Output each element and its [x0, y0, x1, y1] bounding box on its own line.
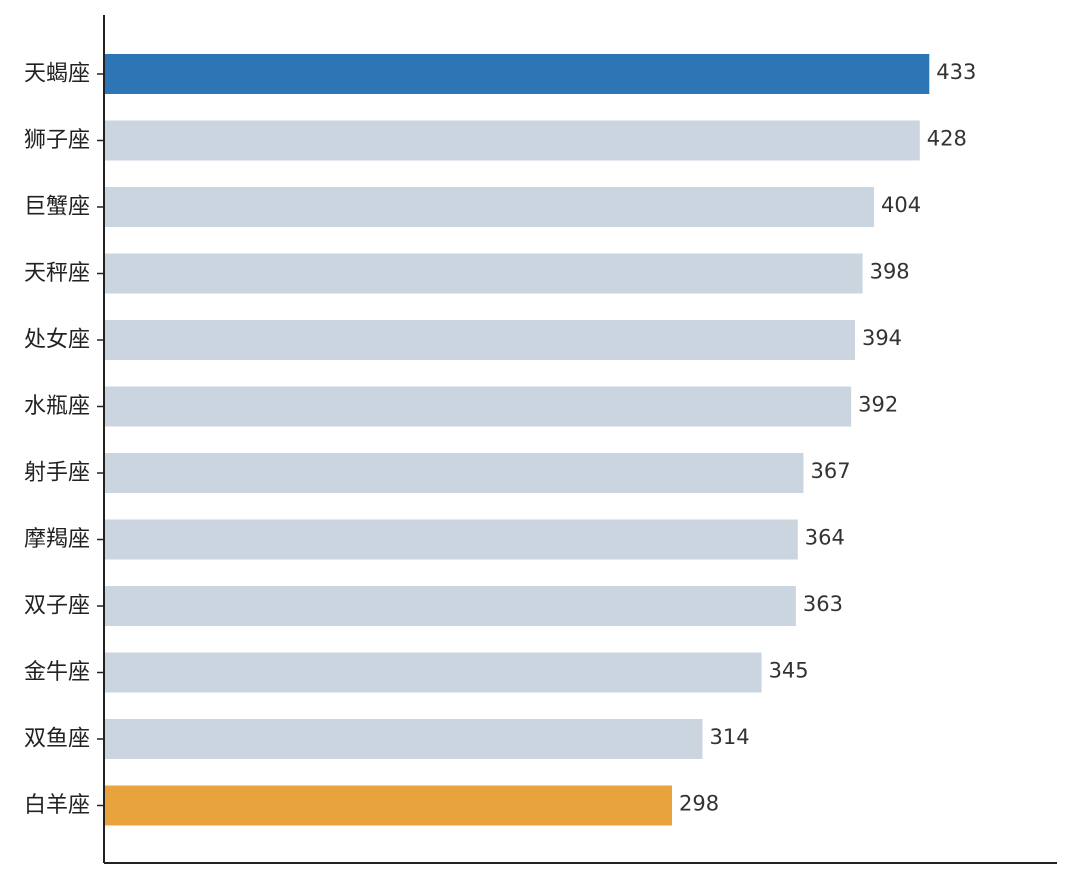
value-label-8: 363	[803, 592, 843, 616]
bar-11	[104, 785, 672, 826]
bar-2	[104, 187, 875, 227]
category-label-10: 双鱼座	[24, 727, 90, 752]
category-label-4: 处女座	[24, 328, 90, 353]
value-label-9: 345	[769, 659, 809, 683]
bar-4	[104, 320, 855, 360]
bar-1	[104, 120, 920, 161]
category-label-5: 水瓶座	[24, 394, 90, 419]
category-label-0: 天蝎座	[24, 62, 90, 87]
value-label-1: 428	[927, 127, 967, 151]
value-label-11: 298	[679, 792, 719, 816]
bar-7	[104, 519, 798, 560]
value-label-4: 394	[862, 326, 902, 350]
category-label-2: 巨蟹座	[24, 195, 90, 220]
value-label-5: 392	[858, 393, 898, 417]
value-labels-group: 433 428 404 398 394 392 367 364 363 345 314 298	[679, 60, 976, 816]
bar-10	[104, 719, 703, 759]
value-label-2: 404	[881, 193, 921, 217]
y-ticks-group	[97, 73, 104, 807]
bar-3	[104, 253, 863, 294]
category-label-7: 摩羯座	[24, 527, 90, 552]
category-label-6: 射手座	[24, 461, 90, 486]
bar-0	[104, 54, 930, 94]
value-label-7: 364	[805, 526, 845, 550]
value-label-0: 433	[936, 60, 976, 84]
category-label-9: 金牛座	[24, 660, 90, 685]
bars-group	[104, 54, 930, 826]
category-label-11: 白羊座	[24, 793, 90, 818]
value-label-3: 398	[870, 260, 910, 284]
bar-8	[104, 586, 796, 626]
bar-5	[104, 386, 852, 427]
bar-6	[104, 453, 804, 493]
value-label-6: 367	[811, 459, 851, 483]
bar-9	[104, 652, 762, 693]
category-label-3: 天秤座	[24, 261, 90, 286]
category-label-8: 双子座	[24, 594, 90, 619]
category-label-1: 狮子座	[24, 128, 90, 153]
value-label-10: 314	[709, 725, 749, 749]
